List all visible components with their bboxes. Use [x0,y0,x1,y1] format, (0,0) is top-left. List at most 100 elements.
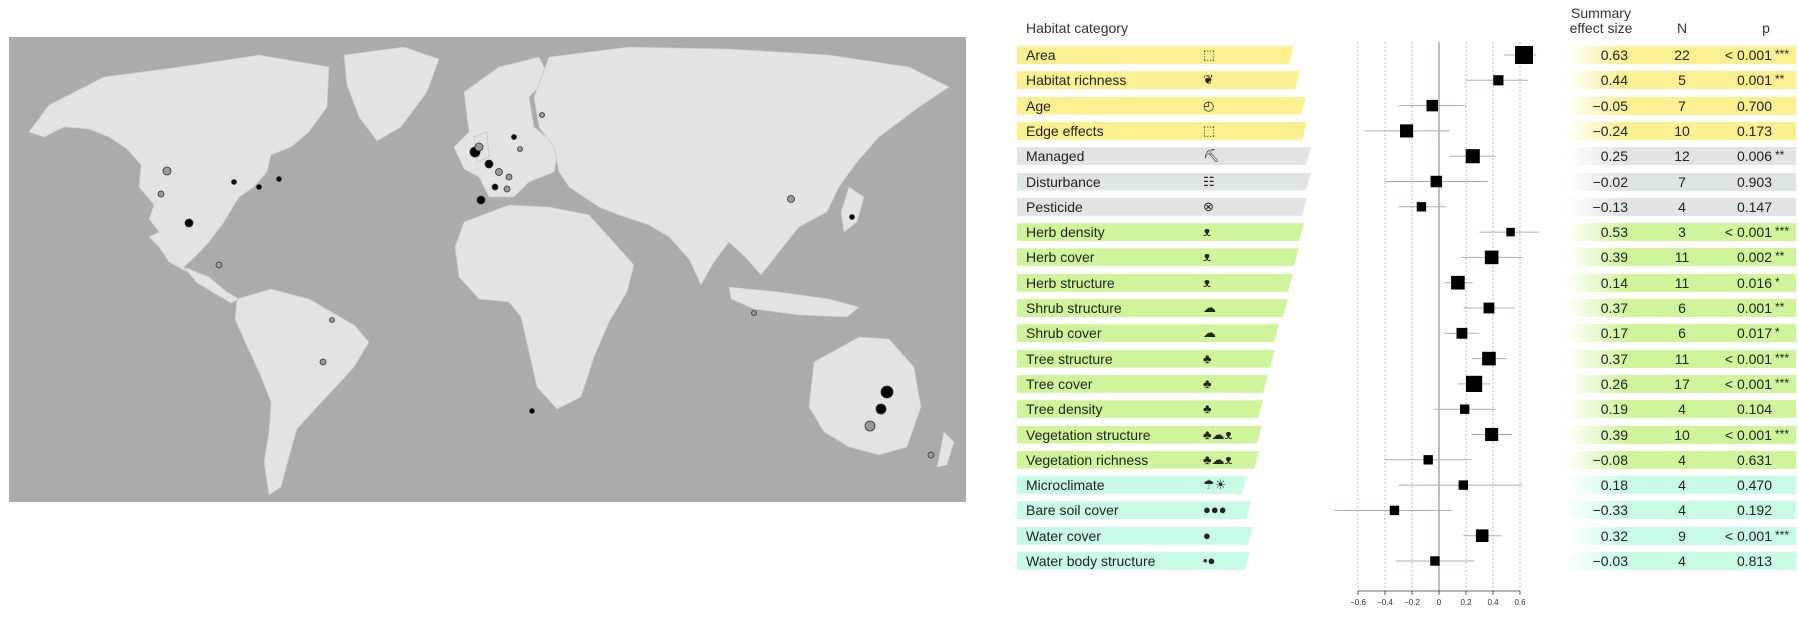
significance-stars: * [1775,274,1780,289]
site-point [491,183,499,191]
n-value: 4 [1678,451,1686,468]
header-effect-size: Summary effect size [1562,6,1640,36]
row-band [1017,350,1275,368]
row-band [1017,223,1304,241]
effect-point [1451,275,1465,290]
site-point [511,134,517,140]
p-value: 0.470 [1736,477,1772,494]
effect-point [1475,529,1489,542]
effect-point [1456,327,1468,339]
p-value: < 0.001 [1724,527,1772,544]
row-label: Disturbance [1026,173,1101,190]
site-point [474,142,484,152]
effect-value: −0.13 [1592,198,1628,215]
site-point [849,214,855,220]
study-sites [157,112,935,459]
effect-value: 0.25 [1600,148,1628,165]
row-label: Tree density [1026,401,1103,418]
row-label: Microclimate [1026,477,1105,494]
row-label: Bare soil cover [1026,502,1119,519]
row-label: Herb density [1026,224,1105,241]
effect-value: 0.39 [1600,249,1628,266]
p-value: 0.813 [1736,553,1772,569]
significance-stars: * [1775,325,1780,340]
n-value: 7 [1678,173,1686,190]
continents [28,46,955,496]
water-drops-icon: •● [1203,553,1216,568]
p-value: < 0.001 [1724,375,1772,392]
effect-point [1465,149,1480,164]
n-value: 10 [1674,122,1690,139]
stat-band [1565,46,1796,64]
greenland [343,46,440,142]
row-band [1017,122,1307,140]
shrub-icon: ☁ [1203,325,1216,341]
stat-band [1565,374,1796,393]
n-value: 5 [1678,72,1686,89]
row-band [1017,248,1299,266]
clock-icon: ◴ [1203,97,1215,113]
site-point [503,185,511,193]
stat-band [1565,273,1796,292]
stat-band [1565,552,1796,570]
effect-value: 0.44 [1600,72,1628,89]
significance-stars: *** [1775,350,1790,365]
stat-band [1565,248,1796,267]
site-point [256,184,262,190]
site-point [231,179,237,185]
n-value: 4 [1678,477,1686,494]
stat-band [1565,476,1796,495]
row-label: Vegetation structure [1026,426,1151,443]
effect-point [1430,175,1443,188]
header-n: N [1676,20,1688,36]
p-value: 0.104 [1736,401,1772,418]
p-value: 0.001 [1736,72,1772,89]
row-label: Herb structure [1026,274,1115,291]
site-point [875,403,887,415]
site-point [517,146,523,152]
row-band [1017,426,1262,444]
n-value: 11 [1674,274,1690,291]
effect-point [1493,75,1504,86]
weather-icon: ☂☀ [1203,477,1227,493]
x-tick-label: −0.6 [1350,598,1366,607]
n-value: 4 [1678,553,1686,569]
effect-point [1458,480,1468,490]
n-value: 17 [1674,375,1690,392]
effect-point [1423,455,1433,465]
site-point [484,159,494,169]
site-point [505,173,513,181]
n-value: 3 [1678,224,1686,241]
stat-band [1565,501,1796,520]
header-p: p [1762,20,1770,36]
site-point [162,166,172,176]
effect-point [1506,227,1515,237]
edge-icon: ⬚ [1203,122,1216,138]
row-label: Water body structure [1026,553,1156,569]
effect-point [1466,375,1483,392]
significance-stars: ** [1775,249,1785,264]
n-value: 6 [1678,325,1686,342]
site-point [927,451,935,459]
row-band [1017,274,1293,292]
stat-band [1565,526,1796,545]
stat-band [1565,172,1796,191]
x-tick-label: 0 [1437,598,1442,607]
effect-point [1485,427,1499,442]
africa [454,204,635,410]
effect-value: 0.18 [1600,477,1628,494]
row-label: Age [1026,97,1051,114]
stat-band [1565,197,1796,216]
world-map-svg [9,37,966,502]
effect-value: 0.53 [1600,224,1628,241]
effect-value: 0.39 [1600,426,1628,443]
n-value: 9 [1678,527,1686,544]
x-tick-label: −0.4 [1377,598,1393,607]
site-point [880,385,894,399]
p-value: 0.147 [1736,198,1772,215]
row-label: Tree structure [1026,350,1113,367]
row-label: Shrub cover [1026,325,1102,342]
stat-band [1565,324,1796,343]
n-value: 7 [1678,97,1686,114]
row-label: Water cover [1026,527,1101,544]
